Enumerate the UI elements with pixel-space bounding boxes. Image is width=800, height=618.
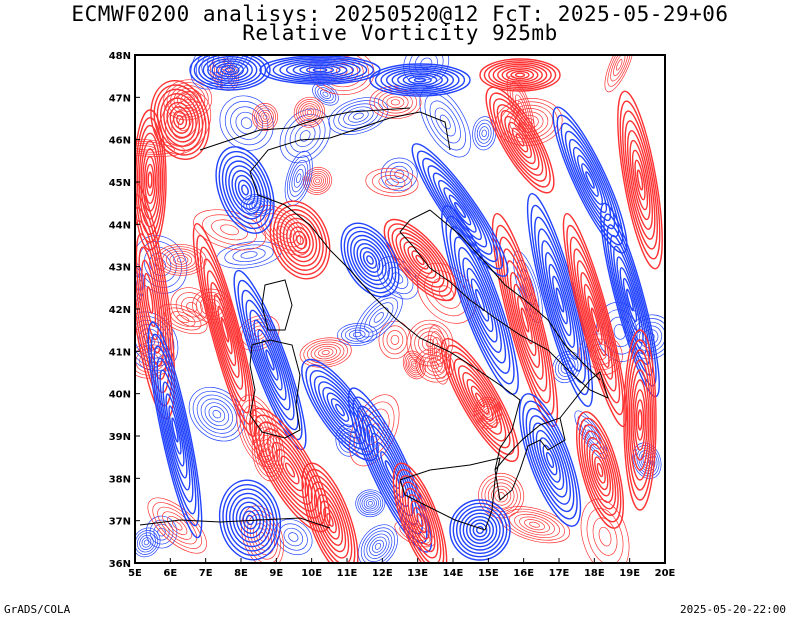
lat-label: 44N bbox=[109, 220, 131, 231]
negative-vorticity-cell bbox=[518, 393, 582, 527]
coastline-segment bbox=[249, 111, 451, 196]
positive-vorticity-cell bbox=[617, 90, 663, 270]
lat-label: 45N bbox=[109, 178, 131, 189]
negative-vorticity-cell bbox=[328, 97, 389, 135]
positive-vorticity-cell bbox=[192, 222, 258, 438]
positive-vorticity-cell bbox=[170, 287, 214, 328]
coastline-segment bbox=[429, 209, 601, 381]
negative-vorticity-cell bbox=[552, 350, 582, 384]
lon-label: 18E bbox=[584, 568, 605, 579]
coastline-segment bbox=[199, 107, 411, 151]
lat-label: 46N bbox=[109, 136, 131, 147]
negative-vorticity-cell bbox=[380, 157, 418, 192]
lon-label: 6E bbox=[163, 568, 177, 579]
coastline-segment bbox=[399, 209, 609, 419]
negative-vorticity-cell bbox=[279, 108, 331, 164]
lon-label: 19E bbox=[619, 568, 640, 579]
lat-label: 39N bbox=[109, 432, 131, 443]
positive-vorticity-cell bbox=[383, 218, 457, 302]
positive-vorticity-cell bbox=[479, 58, 561, 92]
coastline-segment bbox=[139, 517, 331, 529]
lat-label: 43N bbox=[109, 263, 131, 274]
lon-label: 14E bbox=[443, 568, 464, 579]
positive-vorticity-cell bbox=[491, 212, 559, 428]
negative-vorticity-cell bbox=[354, 292, 403, 343]
positive-vorticity-cell bbox=[580, 498, 630, 563]
negative-vorticity-cell bbox=[188, 386, 245, 442]
map-subtitle: Relative Vorticity 925mb bbox=[242, 21, 558, 45]
positive-vorticity-cell bbox=[440, 338, 520, 462]
coastlines bbox=[139, 107, 609, 531]
lon-label: 20E bbox=[655, 568, 676, 579]
axis-ticks: 5E 6E 7E 8E 9E 10E 11E 12E 13E 14E 15E 16E 17E 18E 19E… bbox=[109, 51, 676, 579]
coastline-segment bbox=[257, 194, 566, 501]
lon-label: 5E bbox=[128, 568, 142, 579]
lat-label: 38N bbox=[109, 474, 131, 485]
footer-timestamp: 2025-05-20-22:00 bbox=[680, 603, 786, 616]
positive-vorticity-cell bbox=[392, 462, 448, 563]
lat-label: 37N bbox=[109, 517, 131, 528]
positive-vorticity-cell bbox=[365, 167, 419, 197]
negative-vorticity-cell bbox=[215, 146, 275, 234]
lon-label: 8E bbox=[234, 568, 248, 579]
positive-vorticity-cell bbox=[604, 55, 634, 93]
lon-label: 12E bbox=[372, 568, 393, 579]
negative-vorticity-cell bbox=[369, 63, 471, 97]
coastline-segment bbox=[261, 279, 293, 331]
negative-vorticity-cell bbox=[340, 222, 400, 298]
negative-vorticity-cell bbox=[472, 116, 497, 151]
negative-vorticity-cell bbox=[449, 499, 511, 561]
footer-credit: GrADS/COLA bbox=[4, 603, 71, 616]
negative-vorticity-cell bbox=[147, 321, 203, 539]
positive-vorticity-cell bbox=[485, 86, 555, 194]
coastline-segment bbox=[249, 339, 301, 439]
lat-label: 47N bbox=[109, 93, 131, 104]
lon-label: 13E bbox=[407, 568, 428, 579]
positive-vorticity-cell bbox=[252, 103, 279, 131]
lat-label: 40N bbox=[109, 390, 131, 401]
negative-vorticity-cell bbox=[218, 479, 282, 561]
lon-label: 16E bbox=[513, 568, 534, 579]
lon-label: 7E bbox=[199, 568, 213, 579]
negative-vorticity-cell bbox=[411, 143, 509, 277]
positive-vorticity-cell bbox=[150, 79, 210, 161]
map-title: ECMWF0200 analisys: 20250520@12 FcT: 202… bbox=[71, 2, 729, 26]
positive-vorticity-cell bbox=[301, 462, 359, 563]
lon-label: 15E bbox=[478, 568, 499, 579]
lon-label: 17E bbox=[549, 568, 570, 579]
negative-vorticity-cell bbox=[259, 55, 381, 85]
negative-vorticity-cell bbox=[189, 55, 271, 91]
lat-label: 48N bbox=[109, 51, 131, 62]
positive-vorticity-cell bbox=[575, 411, 625, 529]
lon-label: 9E bbox=[269, 568, 283, 579]
positive-vorticity-cell bbox=[562, 212, 628, 428]
negative-vorticity-cell bbox=[355, 489, 386, 518]
negative-vorticity-cell bbox=[526, 192, 594, 408]
positive-vorticity-cell bbox=[623, 329, 657, 511]
lat-label: 36N bbox=[109, 559, 131, 570]
lat-label: 41N bbox=[109, 347, 131, 358]
negative-vorticity-cell bbox=[233, 269, 307, 451]
positive-vorticity-cell bbox=[269, 200, 331, 280]
negative-vorticity-cell bbox=[552, 106, 628, 254]
lat-label: 42N bbox=[109, 305, 131, 316]
coastline-segment bbox=[399, 457, 501, 531]
lon-label: 11E bbox=[337, 568, 358, 579]
positive-vorticity-cell bbox=[293, 96, 326, 128]
lon-label: 10E bbox=[301, 568, 322, 579]
